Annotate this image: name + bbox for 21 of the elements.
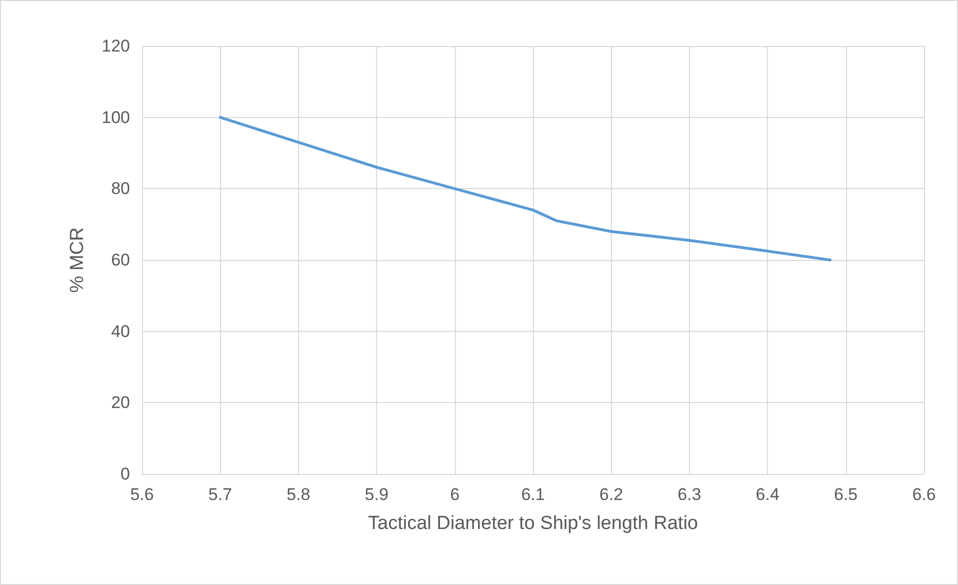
y-tick-label: 20 xyxy=(111,393,130,412)
y-tick-label: 0 xyxy=(120,464,130,484)
x-tick-label: 6.4 xyxy=(756,485,780,504)
x-tick-label: 6.1 xyxy=(521,485,545,504)
line-series xyxy=(218,116,832,262)
x-tick-label: 6.5 xyxy=(834,485,858,504)
x-tick-label: 6.2 xyxy=(599,485,624,504)
x-axis-title: Tactical Diameter to Ship's length Ratio xyxy=(368,513,698,534)
x-tick-label: 5.6 xyxy=(130,485,154,504)
x-tick-label: 6.6 xyxy=(912,485,936,504)
x-tick-label: 6 xyxy=(450,485,460,504)
y-axis-title: % MCR xyxy=(67,227,88,293)
y-tick-label: 60 xyxy=(111,250,130,270)
x-tick-label: 5.7 xyxy=(208,485,232,504)
y-tick-label: 80 xyxy=(111,179,130,198)
y-tick-label: 120 xyxy=(102,36,130,56)
x-tick-label: 6.3 xyxy=(678,485,702,504)
x-tick-label: 5.9 xyxy=(364,485,388,504)
x-tick-label: 5.8 xyxy=(286,485,310,504)
y-tick-label: 100 xyxy=(102,108,130,127)
y-tick-label: 40 xyxy=(111,322,130,341)
